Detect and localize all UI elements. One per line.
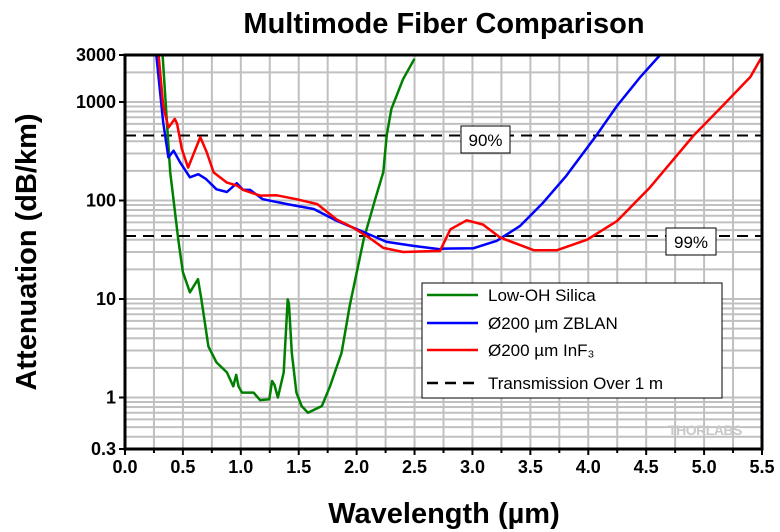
legend-label-inf3: Ø200 µm InF₃ — [488, 341, 594, 360]
x-axis-label: Wavelength (µm) — [328, 498, 560, 530]
chart-title: Multimode Fiber Comparison — [243, 8, 644, 40]
y-tick-label: 10 — [96, 289, 116, 309]
x-tick-label: 2.0 — [344, 457, 369, 477]
y-tick-label: 1 — [106, 387, 116, 407]
series-line-inf3 — [157, 54, 764, 254]
thorlabs-watermark: THORLABS — [668, 422, 742, 438]
x-tick-label: 0.5 — [170, 457, 195, 477]
y-tick-label: 1000 — [76, 92, 116, 112]
x-tick-label: 5.5 — [749, 457, 774, 477]
x-tick-label: 1.5 — [286, 457, 311, 477]
x-tick-label: 4.0 — [576, 457, 601, 477]
y-tick-label: 100 — [86, 190, 116, 210]
x-tick-label: 0.0 — [112, 457, 137, 477]
series-line-zblan — [155, 54, 662, 251]
x-axis-ticks: 0.0 0.5 1.0 1.5 2.0 2.5 3.0 3.5 4.0 4.5 5.0 5.5 — [112, 449, 775, 477]
x-tick-label: 5.0 — [692, 457, 717, 477]
label-90-percent: 90% — [468, 131, 502, 150]
legend-label-zblan: Ø200 µm ZBLAN — [488, 314, 618, 333]
y-axis-label: Attenuation (dB/km) — [11, 113, 43, 390]
x-tick-label: 2.5 — [402, 457, 427, 477]
x-tick-label: 4.5 — [634, 457, 659, 477]
legend-label-silica: Low-OH Silica — [488, 286, 596, 305]
reference-lines — [125, 134, 762, 238]
legend-label-transmission: Transmission Over 1 m — [488, 374, 663, 393]
percent-labels: 90% 99% — [460, 125, 717, 256]
x-tick-label: 3.0 — [460, 457, 485, 477]
label-99-percent: 99% — [674, 233, 708, 252]
x-tick-label: 1.0 — [228, 457, 253, 477]
y-tick-label: 0.3 — [91, 439, 116, 459]
series-lines — [155, 54, 764, 415]
x-tick-label: 3.5 — [518, 457, 543, 477]
series-line-silica — [161, 54, 416, 415]
legend: Low-OH Silica Ø200 µm ZBLAN Ø200 µm InF₃… — [421, 282, 723, 399]
y-tick-label: 3000 — [76, 45, 116, 65]
y-axis-ticks: 3000 1000 100 10 1 0.3 — [76, 45, 125, 459]
